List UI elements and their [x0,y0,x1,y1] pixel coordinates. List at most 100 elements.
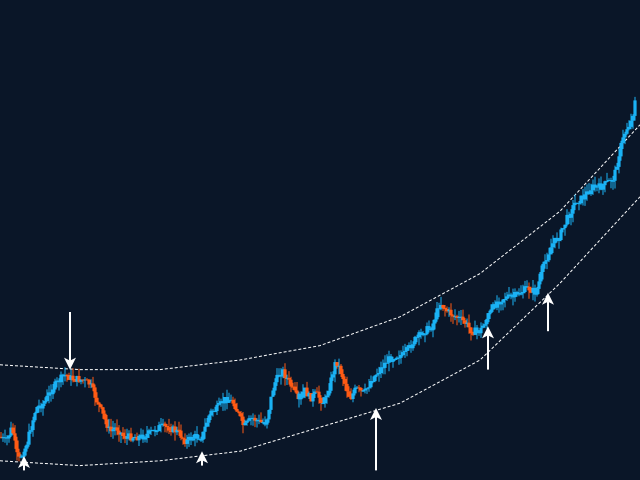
candle-bull [507,294,511,297]
candle-bear [305,387,309,397]
candle-bull [39,405,43,409]
candle-bear [443,308,447,310]
candle-bull [213,411,217,412]
candle-bull [565,214,569,225]
candle-bull [277,374,281,377]
candle-bull [593,184,597,188]
candle-bull [609,180,613,182]
candle-bull [383,362,387,368]
candle-bull [267,410,271,420]
candle-bull [365,388,369,390]
candle-bear [319,397,323,404]
candle-bull [627,126,631,130]
candle-bull [203,426,207,432]
candle-bull [57,380,61,383]
candle-bull [423,334,427,336]
candle-bull [381,367,385,369]
arrow-head [482,326,494,339]
candle-bull [301,391,305,398]
candle-bull [499,302,503,305]
candle-bull [197,438,201,440]
candle-bear [283,369,287,379]
candle-bull [43,401,47,404]
candle-bull [271,390,275,397]
channel-upper-line [0,124,640,371]
candle-bull [599,183,603,190]
candle-bear [95,397,99,403]
candle-bull [127,433,131,437]
candle-bull [125,436,129,439]
channel-lines [0,124,640,467]
candle-bull [513,292,517,298]
candle-bear [259,419,263,423]
candle-bull [399,355,403,358]
candle-bull [509,294,513,297]
candle-bull [535,288,539,295]
candle-bull [321,403,325,405]
candle-bear [81,379,85,381]
candle-bull [89,383,93,385]
arrow-head [196,451,208,464]
candle-bull [631,115,635,121]
candle-bull [59,374,63,383]
candle-bull [411,344,415,349]
candle-bull [427,326,431,329]
candle-bear [117,430,121,435]
candle-bull [275,374,279,383]
candle-bull [541,263,545,272]
candle-bear [335,362,339,366]
candle-bull [619,142,623,157]
candle-bull [595,186,599,188]
candle-bull [229,399,233,401]
candle-bull [363,388,367,391]
candle-bull [53,381,57,390]
sell-arrow-icon [64,312,76,370]
candle-bull [141,434,145,440]
candle-bear [129,433,133,441]
candle-bull [171,426,175,432]
candle-bear [317,391,321,398]
candle-bull [63,374,67,377]
candle-bull [217,403,221,405]
candle-bull [525,286,529,288]
candle-bull [351,393,355,399]
candle-bull [215,404,219,412]
candle-bear [445,309,449,312]
candle-bull [557,240,561,241]
candle-bull [431,323,435,331]
candle-bull [517,292,521,295]
candle-bear [237,411,241,414]
candle-bull [45,395,49,401]
candle-bull [415,336,419,338]
candle-bear [115,427,119,431]
candle-bull [79,379,83,382]
candle-bull [153,429,157,432]
candle-bear [463,320,467,324]
candle-bull [571,205,575,214]
candle-bull [537,281,541,289]
candle-bull [503,299,507,300]
candle-bull [25,444,29,449]
candle-bull [487,313,491,319]
candle-bull [473,327,477,335]
buy-arrow-icon [196,451,208,466]
candle-bull [51,389,55,395]
candle-bear [449,309,453,316]
candle-bull [297,393,301,400]
candle-bull [299,397,303,400]
candle-bear [87,379,91,385]
candle-bull [567,214,571,218]
candle-bear [17,452,21,457]
candle-bull [615,166,619,170]
candle-bear [231,399,235,404]
candle-bull [397,357,401,359]
arrow-head [18,456,30,468]
candle-bull [265,419,269,425]
candle-bull [5,437,9,439]
buy-arrow-icon [542,292,554,332]
candle-bull [209,410,213,416]
candle-bull [543,261,547,264]
candle-bull [113,427,117,430]
